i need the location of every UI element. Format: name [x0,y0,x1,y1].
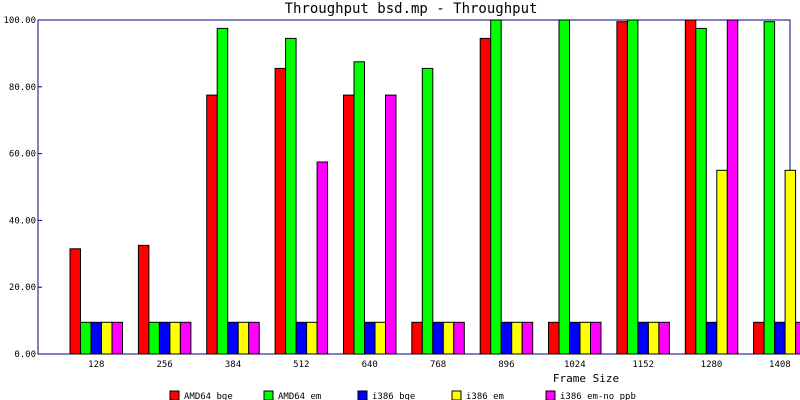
bar-amd64-bge-896 [479,37,492,355]
bar-amd64-em-512 [285,37,297,355]
bar-i386-bge-1024 [569,321,581,355]
bar-i386-bge-512 [295,321,308,355]
bar-i386-bge-128 [90,321,102,355]
legend-swatch [263,390,274,400]
y-tick-label: 80.00 [9,83,36,93]
bar-amd64-bge-768 [411,321,423,355]
bar-i386-em-no-ppb-384 [248,321,260,355]
bar-amd64-em-1152 [626,19,639,355]
bar-amd64-em-1024 [558,19,570,355]
bar-i386-em-768 [442,321,455,355]
legend-swatch [357,390,368,400]
x-tick-label: 384 [225,360,241,370]
bar-i386-bge-1408 [774,321,786,355]
bar-amd64-em-640 [353,61,365,355]
bar-i386-em-no-ppb-768 [453,321,465,355]
x-tick-label: 640 [362,360,378,370]
bar-i386-bge-384 [227,321,239,355]
bar-amd64-em-768 [421,67,434,355]
x-tick-label: 512 [293,360,309,370]
legend-swatch [169,390,180,400]
plot-frame [37,19,791,355]
bar-i386-bge-640 [364,321,376,355]
bar-amd64-bge-512 [274,67,287,355]
legend-label: i386 bge [372,392,415,400]
bar-i386-em-no-ppb-256 [179,321,192,355]
bars-group [69,19,800,355]
bar-i386-em-no-ppb-1280 [726,19,739,355]
x-tick-label: 128 [88,360,104,370]
bar-i386-em-256 [169,321,181,355]
bar-amd64-bge-128 [69,248,81,355]
bar-i386-em-1280 [716,169,728,355]
bar-i386-bge-1152 [637,321,649,355]
bar-amd64-bge-1280 [684,19,697,355]
bar-i386-em-896 [511,321,523,355]
bar-amd64-em-1408 [763,21,776,355]
bar-amd64-em-128 [80,321,92,355]
x-tick-label: 1408 [769,360,791,370]
bar-amd64-bge-1024 [548,321,560,355]
bar-i386-em-no-ppb-896 [521,321,534,355]
bar-amd64-bge-1408 [753,321,765,355]
legend-label: AMD64 em [278,392,321,400]
bar-i386-em-128 [101,321,113,355]
bar-i386-em-1024 [579,321,591,355]
bar-amd64-bge-640 [343,94,355,355]
legend-label: i386 em [466,392,504,400]
x-tick-label: 256 [156,360,172,370]
legend-label: AMD64 bge [184,392,233,400]
bar-amd64-bge-256 [137,244,150,355]
bar-i386-em-no-ppb-512 [316,161,329,355]
bar-i386-bge-256 [158,321,171,355]
bar-i386-em-no-ppb-128 [111,321,123,355]
x-axis: 128 256 384 512 640 768 896 1024 1152 1280 1408 [88,360,791,370]
legend-label: i386 em-no_ppb [560,392,636,400]
x-axis-label: Frame Size [553,372,619,385]
bar-amd64-em-1280 [695,27,707,355]
bar-i386-em-1152 [647,321,660,355]
bar-i386-em-1408 [784,169,797,355]
legend-swatch [451,390,462,400]
bar-amd64-bge-384 [206,94,218,355]
bar-i386-em-512 [306,321,318,355]
x-tick-label: 1152 [632,360,654,370]
x-tick-label: 768 [430,360,446,370]
bar-i386-bge-768 [432,321,444,355]
bar-amd64-bge-1152 [616,21,628,355]
x-tick-label: 1024 [564,360,586,370]
bar-amd64-em-896 [490,19,502,355]
legend-swatch [545,390,556,400]
y-tick-label: 40.00 [9,216,36,226]
bar-i386-bge-896 [500,321,513,355]
y-axis: 0.00 20.00 40.00 60.00 80.00 100.00 [3,16,42,360]
bar-i386-em-no-ppb-1024 [590,321,602,355]
y-tick-label: 100.00 [3,16,36,26]
bar-amd64-em-384 [216,27,229,355]
bar-i386-em-no-ppb-640 [385,94,397,355]
y-tick-label: 60.00 [9,150,36,160]
bar-i386-em-384 [237,321,250,355]
bar-amd64-em-256 [148,321,160,355]
x-tick-label: 1280 [701,360,723,370]
bar-i386-em-no-ppb-1408 [795,321,800,355]
bar-i386-em-no-ppb-1152 [658,321,670,355]
legend: AMD64 bge AMD64 em i386 bge i386 em i386 em-… [169,390,636,400]
y-tick-label: 20.00 [9,283,36,293]
bar-i386-bge-1280 [705,321,718,355]
y-tick-label: 0.00 [14,350,36,360]
x-tick-label: 896 [498,360,514,370]
bar-i386-em-640 [374,321,386,355]
chart-title: Throughput bsd.mp - Throughput [285,1,538,17]
